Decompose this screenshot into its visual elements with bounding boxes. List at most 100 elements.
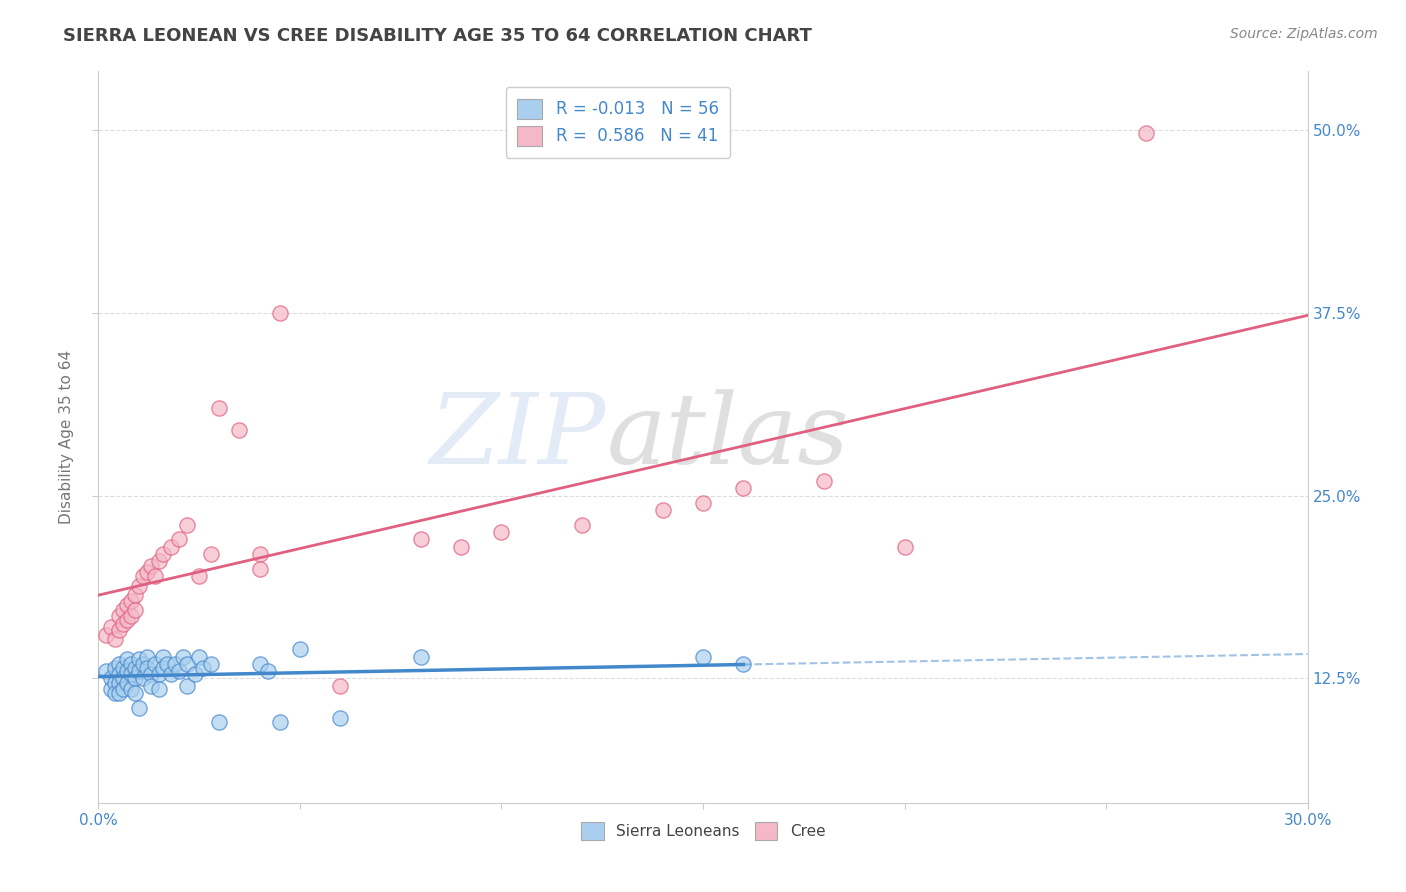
Point (107, 608, 129, 623)
Point (132, 672, 155, 686)
Point (269, 306, 291, 320)
Point (450, 540, 472, 554)
Point (249, 562, 271, 576)
Point (160, 667, 183, 681)
Point (409, 533, 432, 547)
Point (135, 661, 157, 675)
Point (107, 686, 129, 700)
Point (107, 623, 129, 637)
Point (163, 657, 186, 671)
Point (135, 649, 157, 664)
Point (143, 657, 166, 671)
Point (269, 715, 291, 730)
Point (96, 627, 118, 641)
Point (111, 672, 134, 686)
Point (103, 632, 125, 646)
Point (256, 664, 278, 678)
Point (200, 547, 222, 561)
Point (249, 657, 271, 671)
Point (288, 642, 311, 657)
Point (96, 664, 118, 678)
Point (143, 569, 166, 583)
Point (167, 533, 190, 547)
Point (176, 679, 198, 693)
Point (103, 676, 125, 690)
Point (148, 667, 170, 681)
Point (111, 681, 134, 696)
Point (733, 481, 755, 495)
Point (107, 657, 129, 671)
Point (107, 667, 129, 681)
Point (692, 496, 714, 510)
Point (651, 503, 673, 517)
Point (111, 661, 134, 675)
Point (176, 517, 198, 532)
Point (124, 603, 146, 617)
Point (120, 594, 142, 608)
Point (152, 547, 174, 561)
Point (139, 558, 162, 573)
Point (115, 676, 138, 690)
Point (228, 423, 250, 437)
Point (132, 569, 155, 583)
Point (128, 700, 150, 714)
Point (692, 649, 714, 664)
Point (100, 672, 122, 686)
Point (813, 474, 835, 488)
Point (193, 661, 215, 675)
Point (208, 715, 231, 730)
Point (188, 649, 211, 664)
Point (491, 525, 513, 540)
Point (208, 401, 231, 415)
Point (120, 608, 142, 623)
Point (148, 681, 170, 696)
Point (124, 588, 146, 602)
Legend: Sierra Leoneans, Cree: Sierra Leoneans, Cree (575, 815, 831, 847)
Point (128, 579, 150, 593)
Text: SIERRA LEONEAN VS CREE DISABILITY AGE 35 TO 64 CORRELATION CHART: SIERRA LEONEAN VS CREE DISABILITY AGE 35… (63, 27, 813, 45)
Point (152, 649, 174, 664)
Point (115, 652, 138, 666)
Point (124, 672, 146, 686)
Point (249, 547, 271, 561)
Point (409, 649, 432, 664)
Point (103, 661, 125, 675)
Point (124, 661, 146, 675)
Point (139, 679, 162, 693)
Point (893, 540, 915, 554)
Point (188, 569, 211, 583)
Point (135, 565, 157, 579)
Point (100, 681, 122, 696)
Point (1135, 126, 1157, 140)
Y-axis label: Disability Age 35 to 64: Disability Age 35 to 64 (59, 350, 75, 524)
Point (148, 554, 170, 568)
Point (111, 603, 134, 617)
Point (115, 613, 138, 627)
Point (167, 664, 190, 678)
Point (103, 686, 125, 700)
Point (128, 664, 150, 678)
Point (571, 517, 593, 532)
Point (200, 657, 222, 671)
Point (120, 657, 142, 671)
Text: ZIP: ZIP (430, 390, 606, 484)
Point (172, 649, 194, 664)
Text: Source: ZipAtlas.com: Source: ZipAtlas.com (1230, 27, 1378, 41)
Point (733, 657, 755, 671)
Point (160, 540, 183, 554)
Point (120, 681, 142, 696)
Point (120, 667, 142, 681)
Point (152, 661, 174, 675)
Point (111, 617, 134, 632)
Point (124, 686, 146, 700)
Point (184, 667, 207, 681)
Point (156, 657, 179, 671)
Point (329, 679, 352, 693)
Point (132, 657, 155, 671)
Point (329, 711, 352, 725)
Point (128, 652, 150, 666)
Point (139, 667, 162, 681)
Point (115, 664, 138, 678)
Point (115, 599, 138, 613)
Text: atlas: atlas (606, 390, 849, 484)
